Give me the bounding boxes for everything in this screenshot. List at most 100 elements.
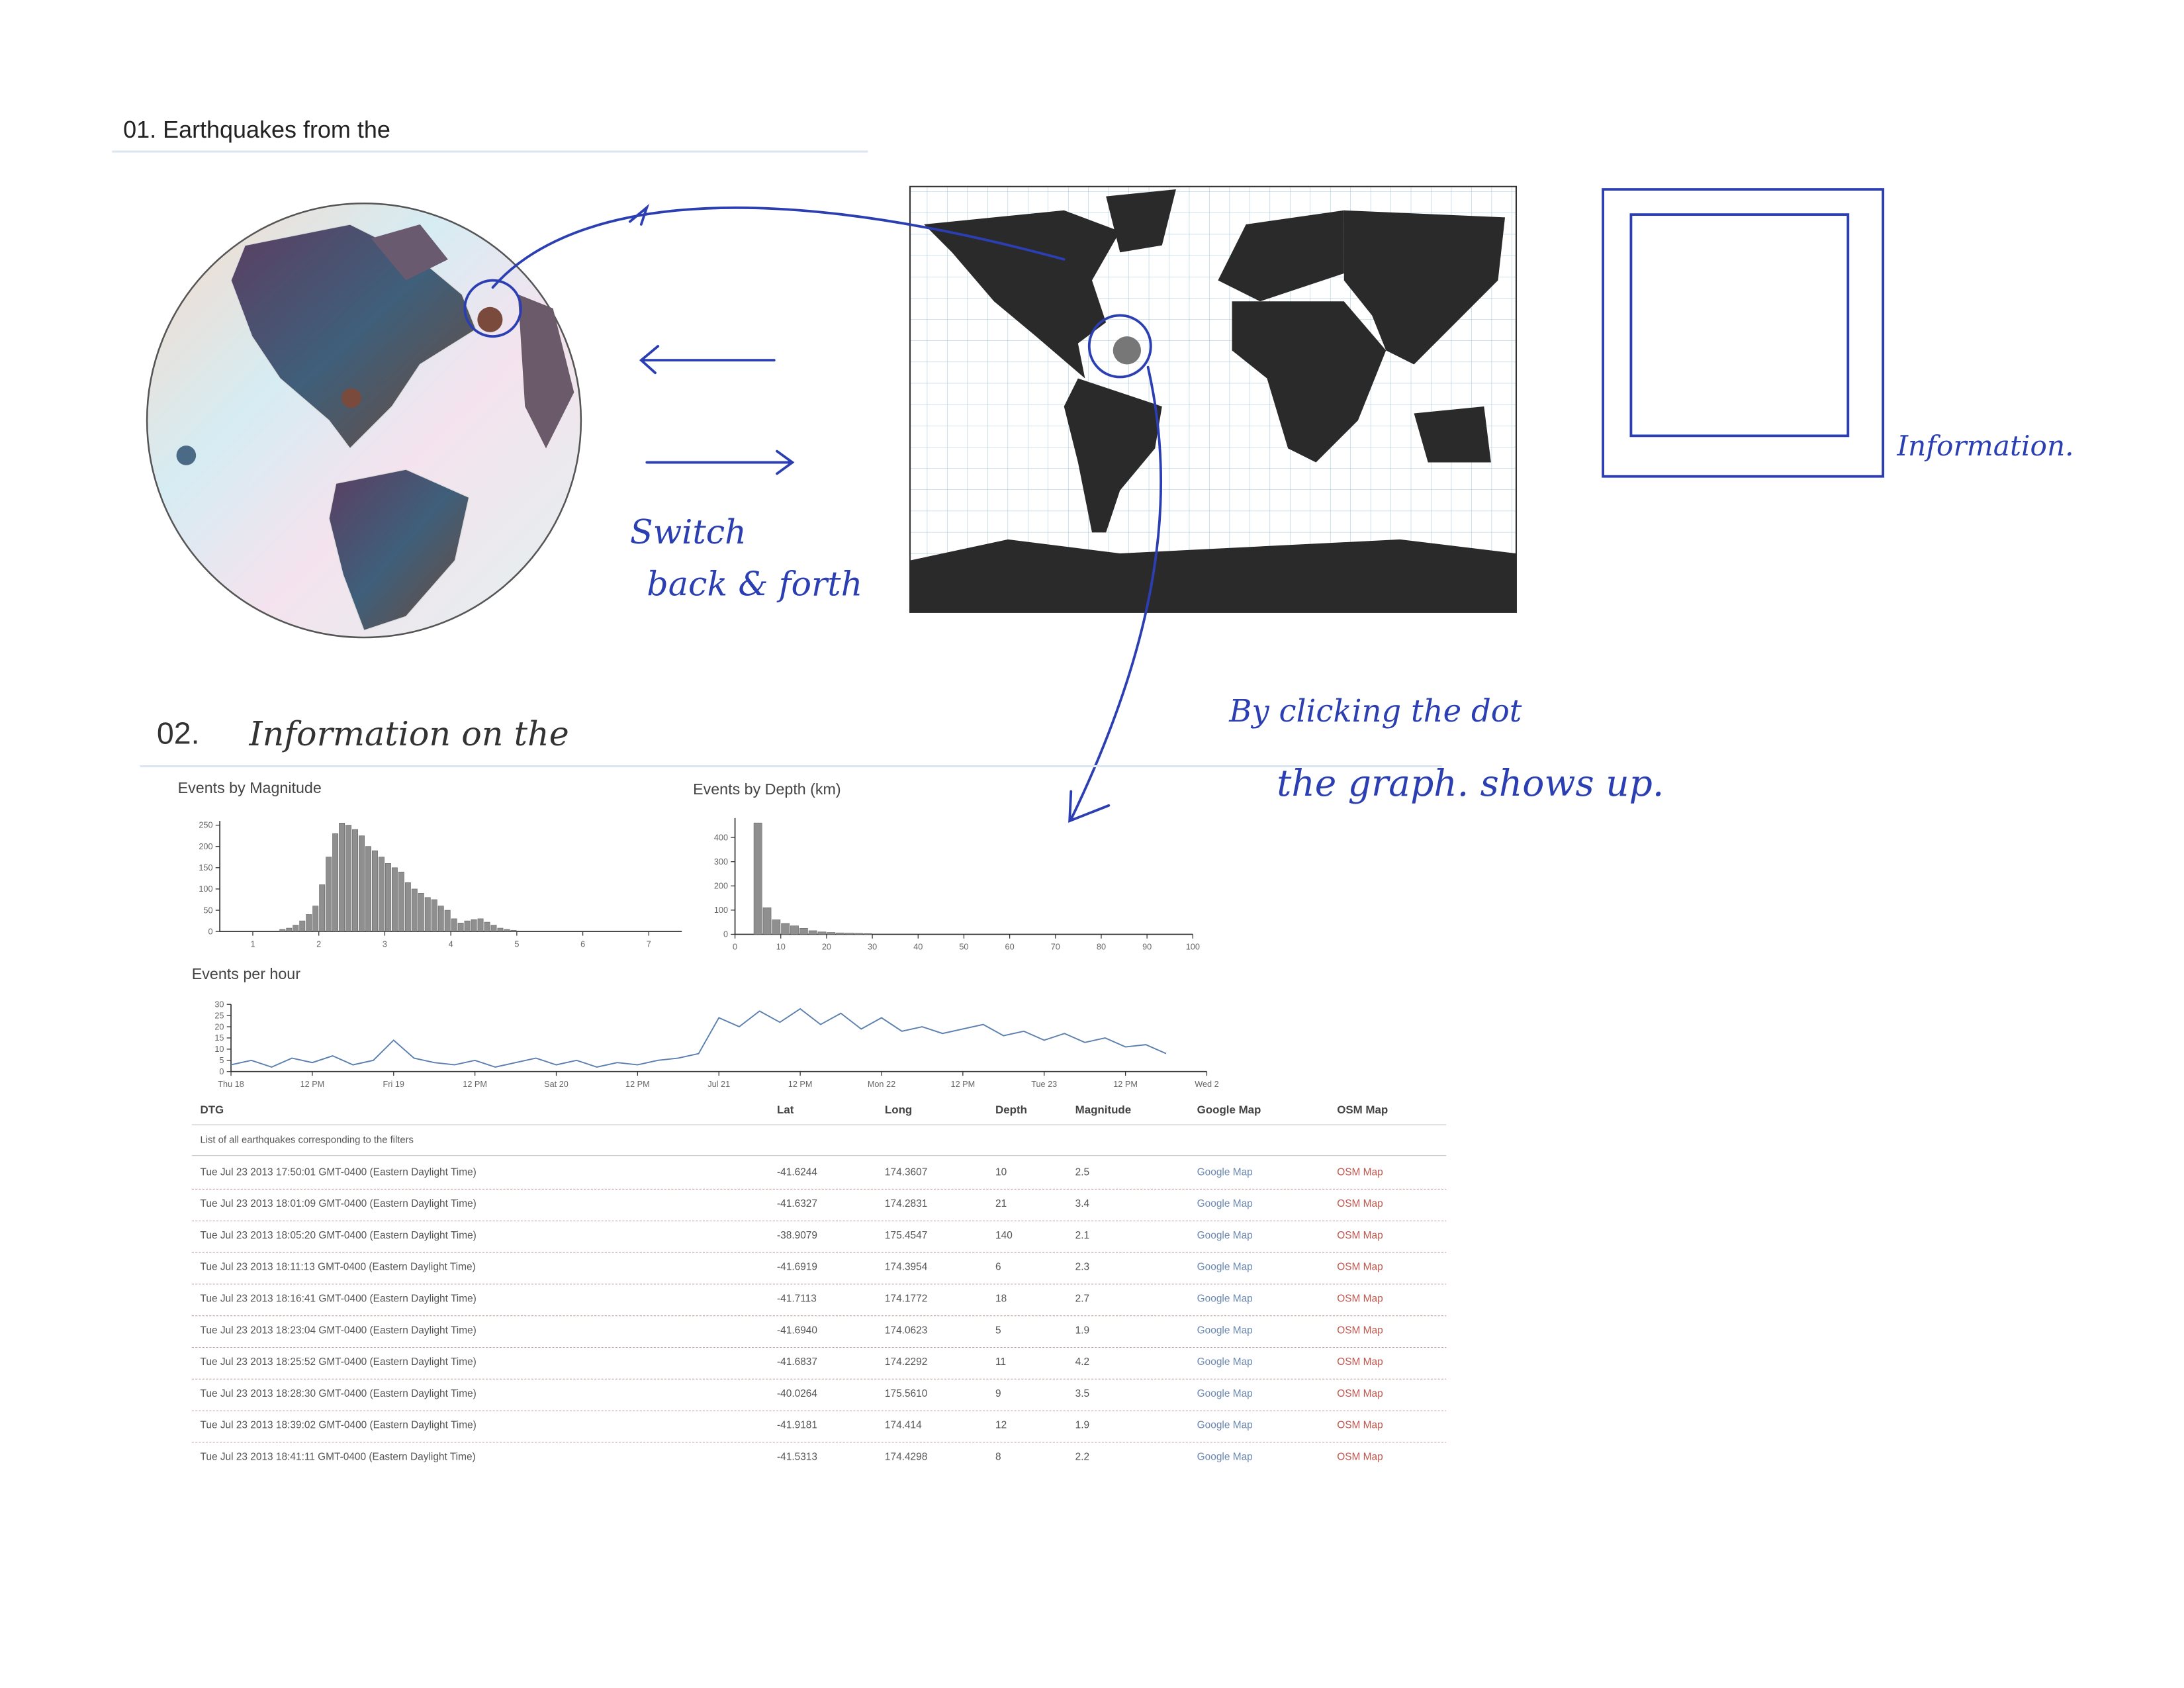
- histogram-bar: [431, 899, 437, 932]
- table-cell: 2.1: [1075, 1230, 1089, 1241]
- x-tick-label: 4: [449, 939, 453, 949]
- map-link[interactable]: Google Map: [1197, 1420, 1253, 1431]
- globe[interactable]: [146, 202, 582, 639]
- handwritten-heading: Information on the: [249, 714, 569, 753]
- histogram-bar: [299, 920, 306, 932]
- table-cell: 174.414: [885, 1420, 922, 1431]
- table-cell: 12: [995, 1420, 1007, 1431]
- table-cell: 174.4298: [885, 1452, 927, 1463]
- y-tick-label: 250: [199, 821, 212, 830]
- x-tick-label: 70: [1051, 943, 1060, 952]
- y-tick-label: 400: [714, 833, 728, 842]
- table-cell: -41.7113: [777, 1293, 817, 1305]
- y-tick-label: 25: [214, 1011, 224, 1020]
- histogram-bar: [365, 846, 371, 932]
- map-link[interactable]: Google Map: [1197, 1166, 1253, 1178]
- world-map[interactable]: [909, 185, 1518, 613]
- table-cell: 8: [995, 1452, 1001, 1463]
- x-tick-label: Jul 21: [707, 1080, 730, 1089]
- table-cell: 6: [995, 1262, 1001, 1273]
- x-tick-label: 12 PM: [951, 1080, 976, 1089]
- column-header: Depth: [995, 1103, 1027, 1116]
- histogram-bar: [484, 921, 490, 932]
- x-tick-label: 6: [580, 939, 585, 949]
- histogram-bar: [753, 822, 762, 935]
- table-cell: Tue Jul 23 2013 18:25:52 GMT-0400 (Easte…: [201, 1356, 477, 1368]
- y-tick-label: 0: [219, 1067, 224, 1076]
- histogram-bar: [279, 929, 286, 932]
- map-link[interactable]: Google Map: [1197, 1293, 1253, 1305]
- information-box: [1602, 188, 1885, 478]
- column-header: Long: [885, 1103, 912, 1116]
- histogram-bar: [378, 857, 385, 932]
- map-link[interactable]: Google Map: [1197, 1262, 1253, 1273]
- map-link[interactable]: OSM Map: [1337, 1262, 1383, 1273]
- map-link[interactable]: OSM Map: [1337, 1293, 1383, 1305]
- table-cell: Tue Jul 23 2013 18:05:20 GMT-0400 (Easte…: [201, 1230, 477, 1241]
- map-link[interactable]: Google Map: [1197, 1388, 1253, 1399]
- map-link[interactable]: OSM Map: [1337, 1388, 1383, 1399]
- map-link[interactable]: Google Map: [1197, 1325, 1253, 1336]
- histogram-bar: [457, 923, 464, 932]
- y-tick-label: 30: [214, 1000, 224, 1009]
- map-link[interactable]: Google Map: [1197, 1230, 1253, 1241]
- map-link[interactable]: OSM Map: [1337, 1230, 1383, 1241]
- table-cell: Tue Jul 23 2013 18:23:04 GMT-0400 (Easte…: [201, 1325, 477, 1336]
- histogram-bar: [319, 884, 326, 932]
- map-link[interactable]: OSM Map: [1337, 1166, 1383, 1178]
- x-tick-label: 1: [250, 939, 255, 949]
- y-tick-label: 200: [199, 842, 212, 851]
- x-tick-label: Fri 19: [383, 1080, 404, 1089]
- histogram-bar: [781, 923, 790, 935]
- histogram-bar: [418, 893, 424, 932]
- x-tick-label: 2: [316, 939, 321, 949]
- x-tick-label: 12 PM: [788, 1080, 813, 1089]
- x-tick-label: 10: [776, 943, 786, 952]
- x-tick-label: 80: [1097, 943, 1106, 952]
- x-tick-label: 3: [383, 939, 387, 949]
- table-cell: 2.7: [1075, 1293, 1089, 1305]
- histogram-bar: [854, 933, 863, 935]
- histogram-bar: [385, 863, 391, 932]
- histogram-bar: [391, 867, 398, 932]
- histogram-bar: [339, 822, 345, 932]
- histogram-bar: [790, 925, 799, 935]
- y-tick-label: 50: [203, 906, 212, 915]
- histogram-bar: [836, 932, 845, 935]
- table-cell: Tue Jul 23 2013 18:39:02 GMT-0400 (Easte…: [201, 1420, 477, 1431]
- map-link[interactable]: OSM Map: [1337, 1420, 1383, 1431]
- map-link[interactable]: Google Map: [1197, 1356, 1253, 1368]
- table-cell: 21: [995, 1198, 1007, 1209]
- map-link[interactable]: OSM Map: [1337, 1325, 1383, 1336]
- handwritten-note: By clicking the dot: [1228, 693, 1522, 729]
- map-link[interactable]: OSM Map: [1337, 1356, 1383, 1368]
- section-heading: 01. Earthquakes from the: [123, 116, 390, 143]
- y-tick-label: 100: [714, 906, 728, 915]
- x-tick-label: 60: [1005, 943, 1015, 952]
- table-cell: 10: [995, 1166, 1007, 1178]
- x-tick-label: 7: [647, 939, 651, 949]
- table-cell: Tue Jul 23 2013 18:41:11 GMT-0400 (Easte…: [201, 1452, 476, 1463]
- chart-title: Events by Depth (km): [693, 780, 841, 798]
- table-cell: 9: [995, 1388, 1001, 1399]
- y-tick-label: 10: [214, 1045, 224, 1054]
- table-cell: 174.1772: [885, 1293, 927, 1305]
- table-cell: -41.9181: [777, 1420, 817, 1431]
- histogram-bar: [464, 920, 471, 932]
- x-tick-label: 12 PM: [300, 1080, 325, 1089]
- map-link[interactable]: Google Map: [1197, 1198, 1253, 1209]
- map-link[interactable]: Google Map: [1197, 1452, 1253, 1463]
- table-caption: List of all earthquakes corresponding to…: [201, 1135, 414, 1146]
- x-tick-label: 100: [1186, 943, 1200, 952]
- histogram-bar: [312, 906, 319, 932]
- table-cell: 5: [995, 1325, 1001, 1336]
- histogram-bar: [411, 888, 418, 932]
- table-cell: 2.5: [1075, 1166, 1089, 1178]
- map-link[interactable]: OSM Map: [1337, 1452, 1383, 1463]
- column-header: Lat: [777, 1103, 794, 1116]
- map-link[interactable]: OSM Map: [1337, 1198, 1383, 1209]
- table-cell: 18: [995, 1293, 1007, 1305]
- histogram-bar: [863, 933, 872, 935]
